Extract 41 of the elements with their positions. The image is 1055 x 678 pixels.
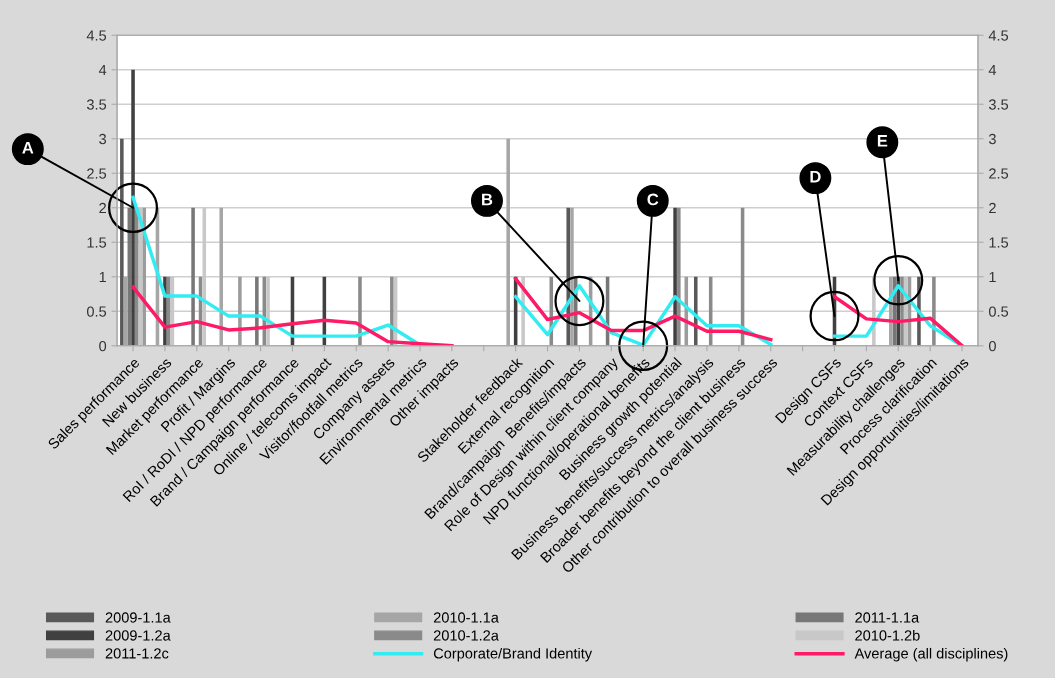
y-tick-label: 3.5 — [86, 99, 107, 110]
y2-tick-label: 0.5 — [988, 306, 1009, 317]
y-tick-label: 4.5 — [86, 30, 107, 41]
legend-label: 2009-1.2a — [105, 630, 171, 641]
bar — [255, 276, 259, 346]
y-tick-label: 1 — [99, 272, 106, 283]
legend-label: 2010-1.2a — [433, 630, 499, 641]
y2-tick-label: 1.5 — [989, 237, 1009, 248]
bar — [677, 207, 681, 346]
bar — [120, 138, 124, 346]
y2-tick-label: 4 — [988, 65, 997, 76]
bar — [191, 207, 195, 346]
y-tick-label: 0 — [99, 340, 107, 352]
bar — [238, 276, 242, 346]
bar — [390, 276, 394, 346]
legend-label: 2011-1.2c — [105, 648, 169, 659]
legend-label: 2010-1.2b — [855, 629, 920, 641]
y-tick-label: 4 — [98, 65, 107, 76]
legend-label: Average (all disciplines) — [854, 647, 1008, 662]
legend-label: Corporate/Brand Identity — [433, 647, 593, 662]
y-tick-label: 3 — [99, 133, 107, 145]
y2-tick-label: 1 — [989, 272, 996, 283]
legend-label: 2009-1.1a — [105, 612, 171, 623]
y2-tick-label: 2.5 — [989, 168, 1009, 179]
annotation: D — [810, 170, 821, 183]
annotation: E — [877, 135, 888, 147]
legend-label: 2011-1.1a — [855, 612, 920, 623]
y-tick-label: 2 — [99, 202, 106, 214]
y2-tick-label: 3 — [988, 133, 996, 145]
y2-tick-label: 0 — [988, 340, 996, 352]
y2-tick-label: 2 — [989, 202, 996, 214]
annotation: B — [482, 193, 493, 206]
y2-tick-label: 3.5 — [988, 99, 1009, 110]
annotation: C — [647, 193, 659, 206]
y-tick-label: 1.5 — [87, 237, 107, 248]
y2-tick-label: 4.5 — [988, 30, 1009, 41]
annotation: A — [22, 141, 34, 154]
bar — [673, 207, 677, 346]
y-tick-label: 2.5 — [87, 168, 107, 179]
legend-label: 2010-1.1a — [433, 612, 499, 623]
y-tick-label: 0.5 — [86, 306, 107, 317]
